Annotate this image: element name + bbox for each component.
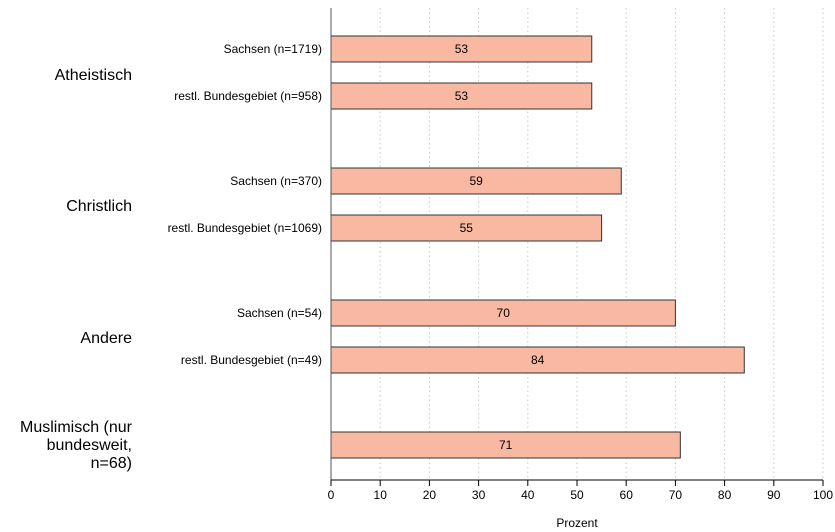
bar-value-label: 53 (455, 42, 469, 56)
bar-label: Sachsen (n=1719) (224, 42, 322, 56)
bar-value-label: 70 (497, 306, 511, 320)
bar-label: Sachsen (n=370) (230, 174, 322, 188)
x-tick-label: 30 (472, 488, 486, 502)
x-tick-label: 100 (813, 488, 833, 502)
group-label: Muslimisch (nur (20, 419, 133, 436)
bar-value-label: 84 (531, 353, 545, 367)
bar (330, 167, 622, 195)
group-label: bundesweit, (47, 437, 132, 454)
bar-value-label: 71 (499, 438, 513, 452)
bars: Atheistisch Sachsen (n=1719) 53 restl. Bund… (20, 35, 745, 472)
x-tick-label: 0 (328, 488, 335, 502)
x-tick-label: 90 (767, 488, 781, 502)
bar (330, 35, 593, 63)
x-tick-label: 40 (521, 488, 535, 502)
bar (330, 431, 681, 459)
x-tick-label: 80 (718, 488, 732, 502)
bar-label: restl. Bundesgebiet (n=1069) (168, 221, 322, 235)
x-tick-label: 10 (374, 488, 388, 502)
x-axis-label: Prozent (556, 516, 598, 530)
bar (330, 214, 603, 242)
x-tick-label: 20 (423, 488, 437, 502)
x-tick-label: 70 (669, 488, 683, 502)
x-tick-label: 60 (620, 488, 634, 502)
bar (330, 82, 593, 110)
bar-value-label: 53 (455, 89, 469, 103)
group-label: Atheistisch (55, 67, 132, 84)
bar-value-label: 59 (469, 174, 483, 188)
group-0: Atheistisch Sachsen (n=1719) 53 restl. Bund… (55, 35, 593, 110)
group-label: Andere (80, 330, 132, 347)
grid-lines (379, 8, 824, 480)
group-label: n=68) (91, 455, 132, 472)
x-axis-ticks: 0 10 20 30 40 50 60 70 80 90 100 (328, 480, 833, 502)
bar-label: Sachsen (n=54) (237, 306, 322, 320)
bar-value-label: 55 (460, 221, 474, 235)
bar-label: restl. Bundesgebiet (n=958) (174, 89, 322, 103)
bar-label: restl. Bundesgebiet (n=49) (181, 353, 322, 367)
x-tick-label: 50 (570, 488, 584, 502)
group-1: Christlich Sachsen (n=370) 59 restl. Bundes… (66, 167, 622, 242)
bar (330, 299, 676, 327)
group-label: Christlich (66, 198, 132, 215)
group-2: Andere Sachsen (n=54) 70 restl. Bundesgebie… (80, 299, 745, 374)
